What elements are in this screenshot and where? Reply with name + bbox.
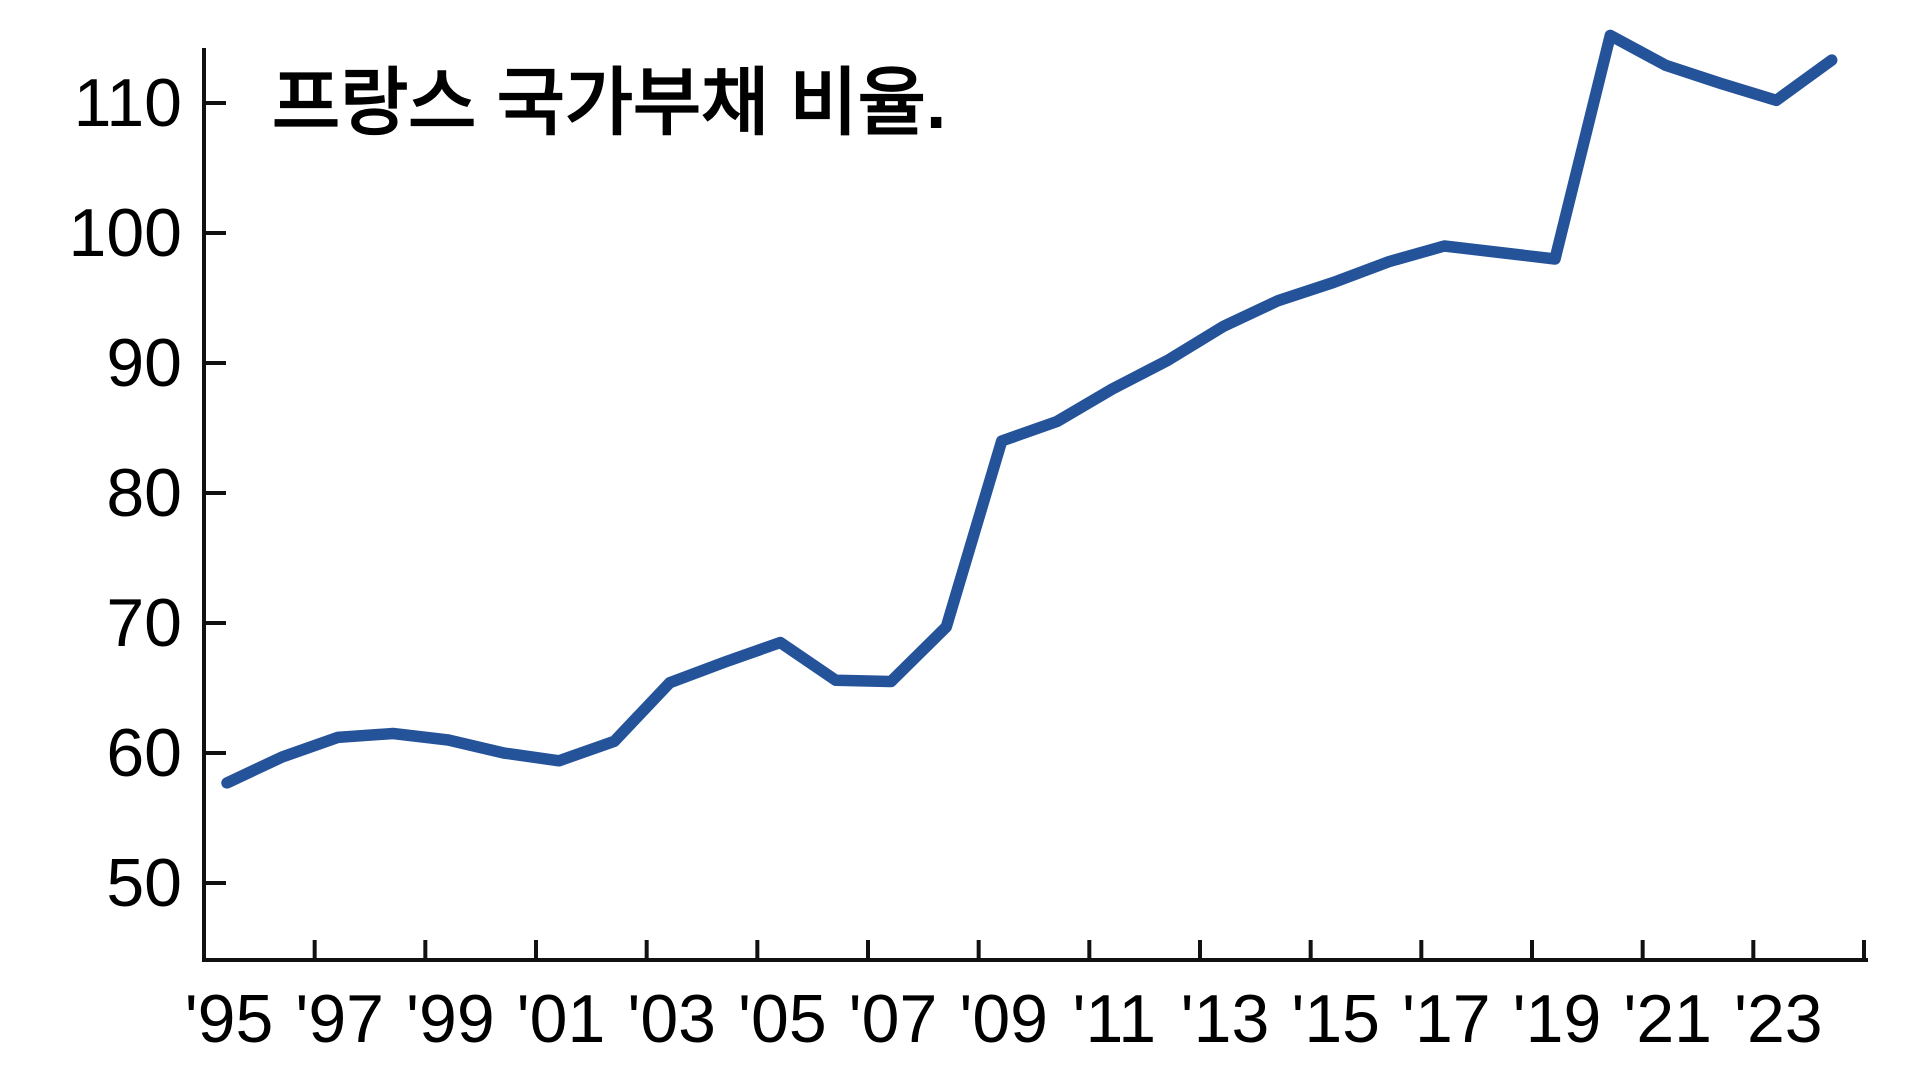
- chart-title: 프랑스 국가부채 비율.: [272, 61, 946, 144]
- x-tick-label: '03: [627, 981, 716, 1057]
- data-line: [221, 29, 1838, 789]
- x-tick-label: '09: [959, 981, 1048, 1057]
- x-tick-label: '17: [1402, 981, 1491, 1057]
- x-tick-label: '95: [185, 981, 274, 1057]
- y-tick-label: 90: [106, 325, 182, 401]
- tick-labels: 50 60 70 80 90 100 110 '95 '97 '99 '01 '03 '05 '07 '09…: [69, 65, 1823, 1057]
- x-tick-label: '07: [849, 981, 938, 1057]
- y-tick-label: 60: [106, 715, 182, 791]
- x-tick-label: '19: [1513, 981, 1602, 1057]
- x-tick-label: '97: [295, 981, 384, 1057]
- ticks: [202, 101, 1866, 960]
- y-tick-label: 50: [106, 845, 182, 921]
- series: [221, 29, 1838, 789]
- y-tick-label: 80: [106, 455, 182, 531]
- x-tick-label: '99: [406, 981, 495, 1057]
- x-tick-label: '11: [1073, 981, 1157, 1057]
- x-tick-label: '15: [1291, 981, 1380, 1057]
- x-tick-label: '13: [1181, 981, 1270, 1057]
- y-tick-label: 70: [106, 585, 182, 661]
- x-tick-label: '23: [1734, 981, 1823, 1057]
- y-tick-label: 110: [74, 65, 182, 141]
- x-tick-label: '21: [1623, 981, 1712, 1057]
- y-tick-label: 100: [69, 195, 182, 271]
- x-tick-label: '01: [517, 981, 606, 1057]
- axes: [202, 48, 1868, 962]
- x-tick-label: '05: [738, 981, 827, 1057]
